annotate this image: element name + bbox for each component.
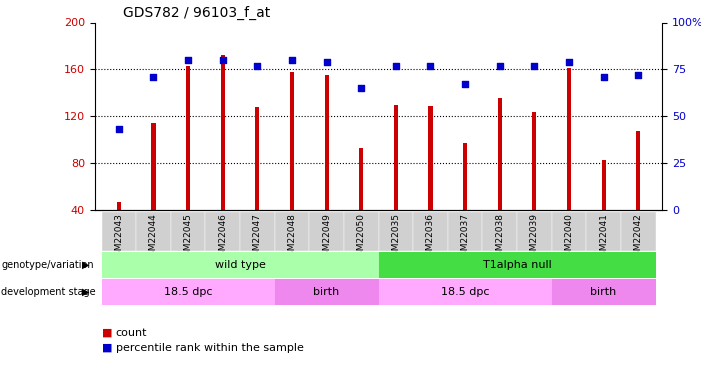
Text: percentile rank within the sample: percentile rank within the sample: [116, 343, 304, 352]
Text: ▶: ▶: [82, 260, 90, 270]
Text: GSM22036: GSM22036: [426, 213, 435, 262]
Text: GDS782 / 96103_f_at: GDS782 / 96103_f_at: [123, 6, 271, 20]
Text: T1alpha null: T1alpha null: [483, 260, 552, 270]
Bar: [102, 212, 136, 251]
Bar: [413, 212, 448, 251]
Text: ■: ■: [102, 343, 112, 352]
Bar: [517, 212, 552, 251]
Point: [355, 85, 367, 91]
Text: GSM22043: GSM22043: [114, 213, 123, 262]
Point: [182, 57, 193, 63]
Text: development stage: development stage: [1, 287, 96, 297]
Text: ■: ■: [102, 328, 112, 338]
Text: GSM22045: GSM22045: [184, 213, 193, 262]
Bar: [379, 252, 655, 278]
Bar: [325, 75, 329, 210]
Text: GSM22046: GSM22046: [218, 213, 227, 262]
Point: [564, 59, 575, 65]
Bar: [205, 212, 240, 251]
Point: [114, 126, 125, 132]
Point: [598, 74, 609, 80]
Bar: [552, 279, 655, 304]
Bar: [171, 212, 205, 251]
Text: GSM22038: GSM22038: [495, 213, 504, 262]
Bar: [463, 143, 467, 210]
Text: birth: birth: [590, 287, 617, 297]
Bar: [636, 132, 640, 210]
Bar: [567, 68, 571, 210]
Point: [425, 63, 436, 69]
Text: 18.5 dpc: 18.5 dpc: [441, 287, 489, 297]
Point: [529, 63, 540, 69]
Bar: [482, 212, 517, 251]
Point: [217, 57, 229, 63]
Bar: [379, 279, 552, 304]
Bar: [586, 212, 621, 251]
Text: GSM22044: GSM22044: [149, 213, 158, 262]
Text: 18.5 dpc: 18.5 dpc: [164, 287, 212, 297]
Bar: [448, 212, 482, 251]
Bar: [601, 160, 606, 210]
Point: [390, 63, 402, 69]
Point: [148, 74, 159, 80]
Text: wild type: wild type: [215, 260, 266, 270]
Bar: [379, 212, 413, 251]
Point: [287, 57, 298, 63]
Point: [632, 72, 644, 78]
Text: birth: birth: [313, 287, 340, 297]
Bar: [344, 212, 379, 251]
Bar: [498, 98, 502, 210]
Bar: [221, 56, 225, 210]
Text: GSM22037: GSM22037: [461, 213, 470, 262]
Bar: [275, 279, 379, 304]
Bar: [186, 66, 190, 210]
Text: GSM22050: GSM22050: [357, 213, 366, 262]
Bar: [309, 212, 344, 251]
Bar: [290, 72, 294, 210]
Bar: [102, 279, 275, 304]
Text: ▶: ▶: [82, 287, 90, 297]
Bar: [136, 212, 171, 251]
Text: GSM22040: GSM22040: [564, 213, 573, 262]
Text: genotype/variation: genotype/variation: [1, 260, 94, 270]
Text: GSM22035: GSM22035: [391, 213, 400, 262]
Bar: [151, 123, 156, 210]
Bar: [532, 112, 536, 210]
Bar: [394, 105, 398, 210]
Bar: [621, 212, 655, 251]
Point: [494, 63, 505, 69]
Bar: [240, 212, 275, 251]
Text: count: count: [116, 328, 147, 338]
Bar: [552, 212, 586, 251]
Bar: [275, 212, 309, 251]
Text: GSM22041: GSM22041: [599, 213, 608, 262]
Text: GSM22047: GSM22047: [253, 213, 262, 262]
Bar: [428, 106, 433, 210]
Text: GSM22049: GSM22049: [322, 213, 331, 262]
Text: GSM22048: GSM22048: [287, 213, 297, 262]
Text: GSM22039: GSM22039: [530, 213, 539, 262]
Bar: [255, 107, 259, 210]
Text: GSM22042: GSM22042: [634, 213, 643, 262]
Bar: [359, 148, 363, 210]
Bar: [102, 252, 379, 278]
Bar: [117, 202, 121, 210]
Point: [459, 81, 470, 87]
Point: [252, 63, 263, 69]
Point: [321, 59, 332, 65]
